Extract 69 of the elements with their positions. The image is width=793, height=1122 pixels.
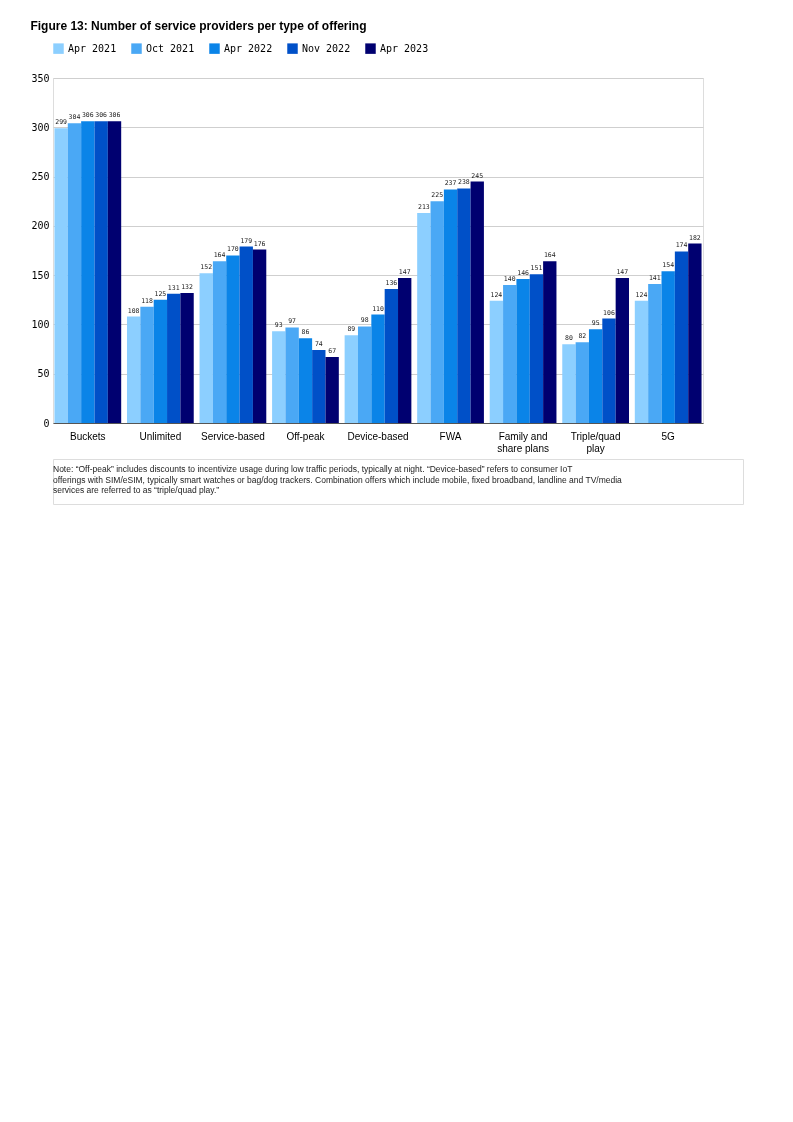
y-tick-label: 100: [31, 318, 50, 330]
y-tick-label: 250: [31, 171, 50, 183]
bar: [167, 293, 181, 423]
bar: [94, 121, 108, 423]
bar: [54, 128, 68, 423]
bar: [443, 189, 458, 423]
y-tick-label: 50: [37, 368, 50, 380]
bar: [325, 356, 339, 423]
x-tick-label: Unlimited: [139, 430, 182, 442]
legend-label: Apr 2021: [68, 42, 117, 54]
bar: [298, 338, 313, 423]
bar: [239, 246, 253, 423]
y-tick-label: 0: [43, 417, 50, 429]
legend-label: Apr 2022: [224, 42, 273, 54]
bar: [575, 342, 589, 423]
bar: [371, 314, 385, 423]
bar: [503, 285, 517, 423]
bar: [562, 344, 576, 423]
bar: [127, 316, 141, 423]
bar: [489, 300, 504, 423]
bar: [199, 273, 213, 423]
x-tick-label: Service-based: [200, 430, 265, 442]
legend-label: Apr 2023: [380, 42, 429, 54]
legend-label: Oct 2021: [146, 42, 195, 54]
bar: [226, 255, 240, 423]
bar: [602, 318, 616, 423]
y-tick-label: 200: [31, 220, 50, 232]
x-tick-label: Off-peak: [286, 430, 326, 442]
y-tick-label: 300: [31, 121, 50, 133]
bar: [212, 261, 227, 423]
bar: [180, 292, 194, 423]
bar: [357, 326, 372, 423]
y-tick-label: 350: [31, 72, 50, 84]
bar: [140, 306, 154, 423]
bar: [529, 274, 544, 423]
bar: [252, 249, 267, 423]
x-tick-label: Buckets: [70, 430, 106, 442]
bar: [107, 121, 122, 423]
chart-title: Figure 13: Number of service providers per type of offering: [30, 19, 367, 33]
x-tick-label: 5G: [661, 430, 676, 442]
x-tick-label: Family and share plans: [497, 430, 549, 454]
x-tick-label: Device-based: [347, 430, 409, 442]
bar: [470, 181, 484, 423]
x-tick-label: Triple/quad play: [570, 430, 621, 454]
bar: [688, 243, 702, 423]
bar: [457, 188, 471, 423]
bar: [615, 278, 629, 423]
bar: [634, 300, 649, 423]
bar: [81, 121, 95, 423]
bar: [272, 331, 286, 423]
bar: [398, 278, 412, 423]
bar: [674, 251, 689, 423]
bar: [588, 329, 603, 423]
text: Note: “Off-peak” includes discounts to incentivize usage during low traffic periods, typically at night. “Device-based” refers to consumer IoT offerings with SIM/eSIM, typically smart watches or bag/dog trackers. Combination offers which include mobile, fixed broadband, landline and TV/media services are referred to as “triple/quad play.”: [53, 464, 623, 495]
bar: [543, 261, 557, 423]
bar: [312, 350, 326, 423]
x-tick-label: FWA: [439, 430, 462, 442]
bar: [516, 279, 530, 423]
bar: [648, 284, 662, 423]
bar: [344, 335, 358, 423]
bar: [285, 327, 299, 423]
bar: [67, 123, 82, 423]
bar: [384, 288, 399, 423]
y-tick-label: 150: [31, 269, 50, 281]
legend-label: Nov 2022: [302, 42, 351, 54]
bar: [153, 299, 168, 423]
bar: [430, 201, 444, 423]
bar: [661, 271, 675, 423]
bar: [417, 213, 431, 423]
